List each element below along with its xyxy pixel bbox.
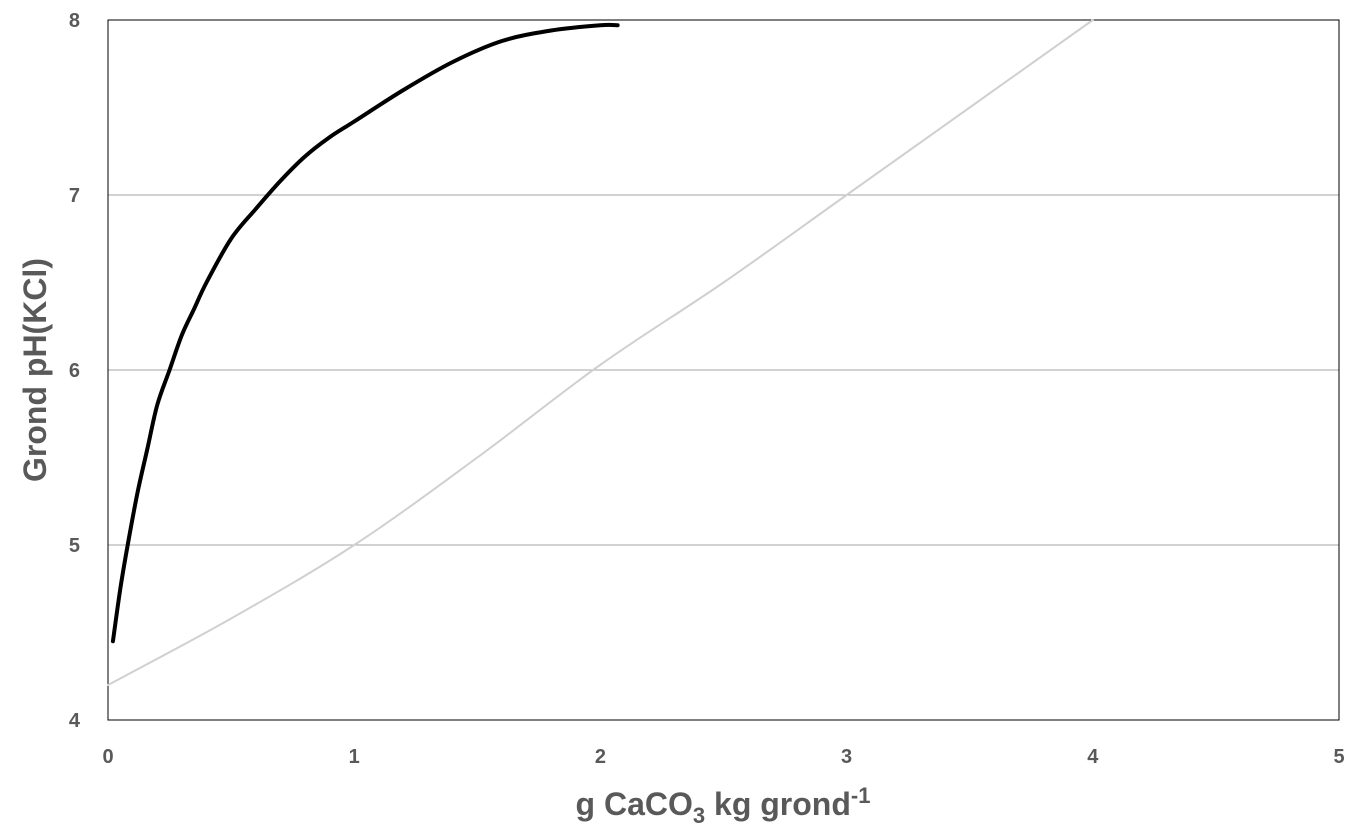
- x-axis-title-superscript: -1: [851, 783, 871, 808]
- y-tick-label-1: 5: [69, 535, 80, 557]
- x-axis-title-prefix: g CaCO: [576, 786, 693, 822]
- plot-border: [107, 19, 1340, 721]
- x-axis-title-subscript: 3: [693, 803, 705, 825]
- y-tick-labels: 4 5 6 7 8: [69, 10, 81, 732]
- x-tick-label-1: 1: [349, 746, 360, 768]
- y-tick-label-0: 4: [69, 710, 81, 732]
- series-line-0: [110, 22, 620, 644]
- series-line-1: [107, 19, 1094, 686]
- y-tick-label-2: 6: [69, 360, 80, 382]
- y-tick-label-4: 8: [69, 10, 80, 32]
- x-tick-label-0: 0: [102, 746, 113, 768]
- x-tick-label-5: 5: [1333, 746, 1344, 768]
- x-tick-label-2: 2: [595, 746, 606, 768]
- y-tick-label-3: 7: [69, 185, 80, 207]
- x-tick-label-4: 4: [1087, 746, 1099, 768]
- series-layer: [107, 19, 1094, 686]
- gridlines: [108, 194, 1339, 546]
- x-tick-labels: 0 1 2 3 4 5: [102, 746, 1344, 768]
- x-axis-title: g CaCO3 kg grond-1: [576, 783, 871, 825]
- x-tick-label-3: 3: [841, 746, 852, 768]
- y-axis-title: Grond pH(KCl): [17, 258, 53, 482]
- x-axis-title-middle: kg grond: [705, 786, 851, 822]
